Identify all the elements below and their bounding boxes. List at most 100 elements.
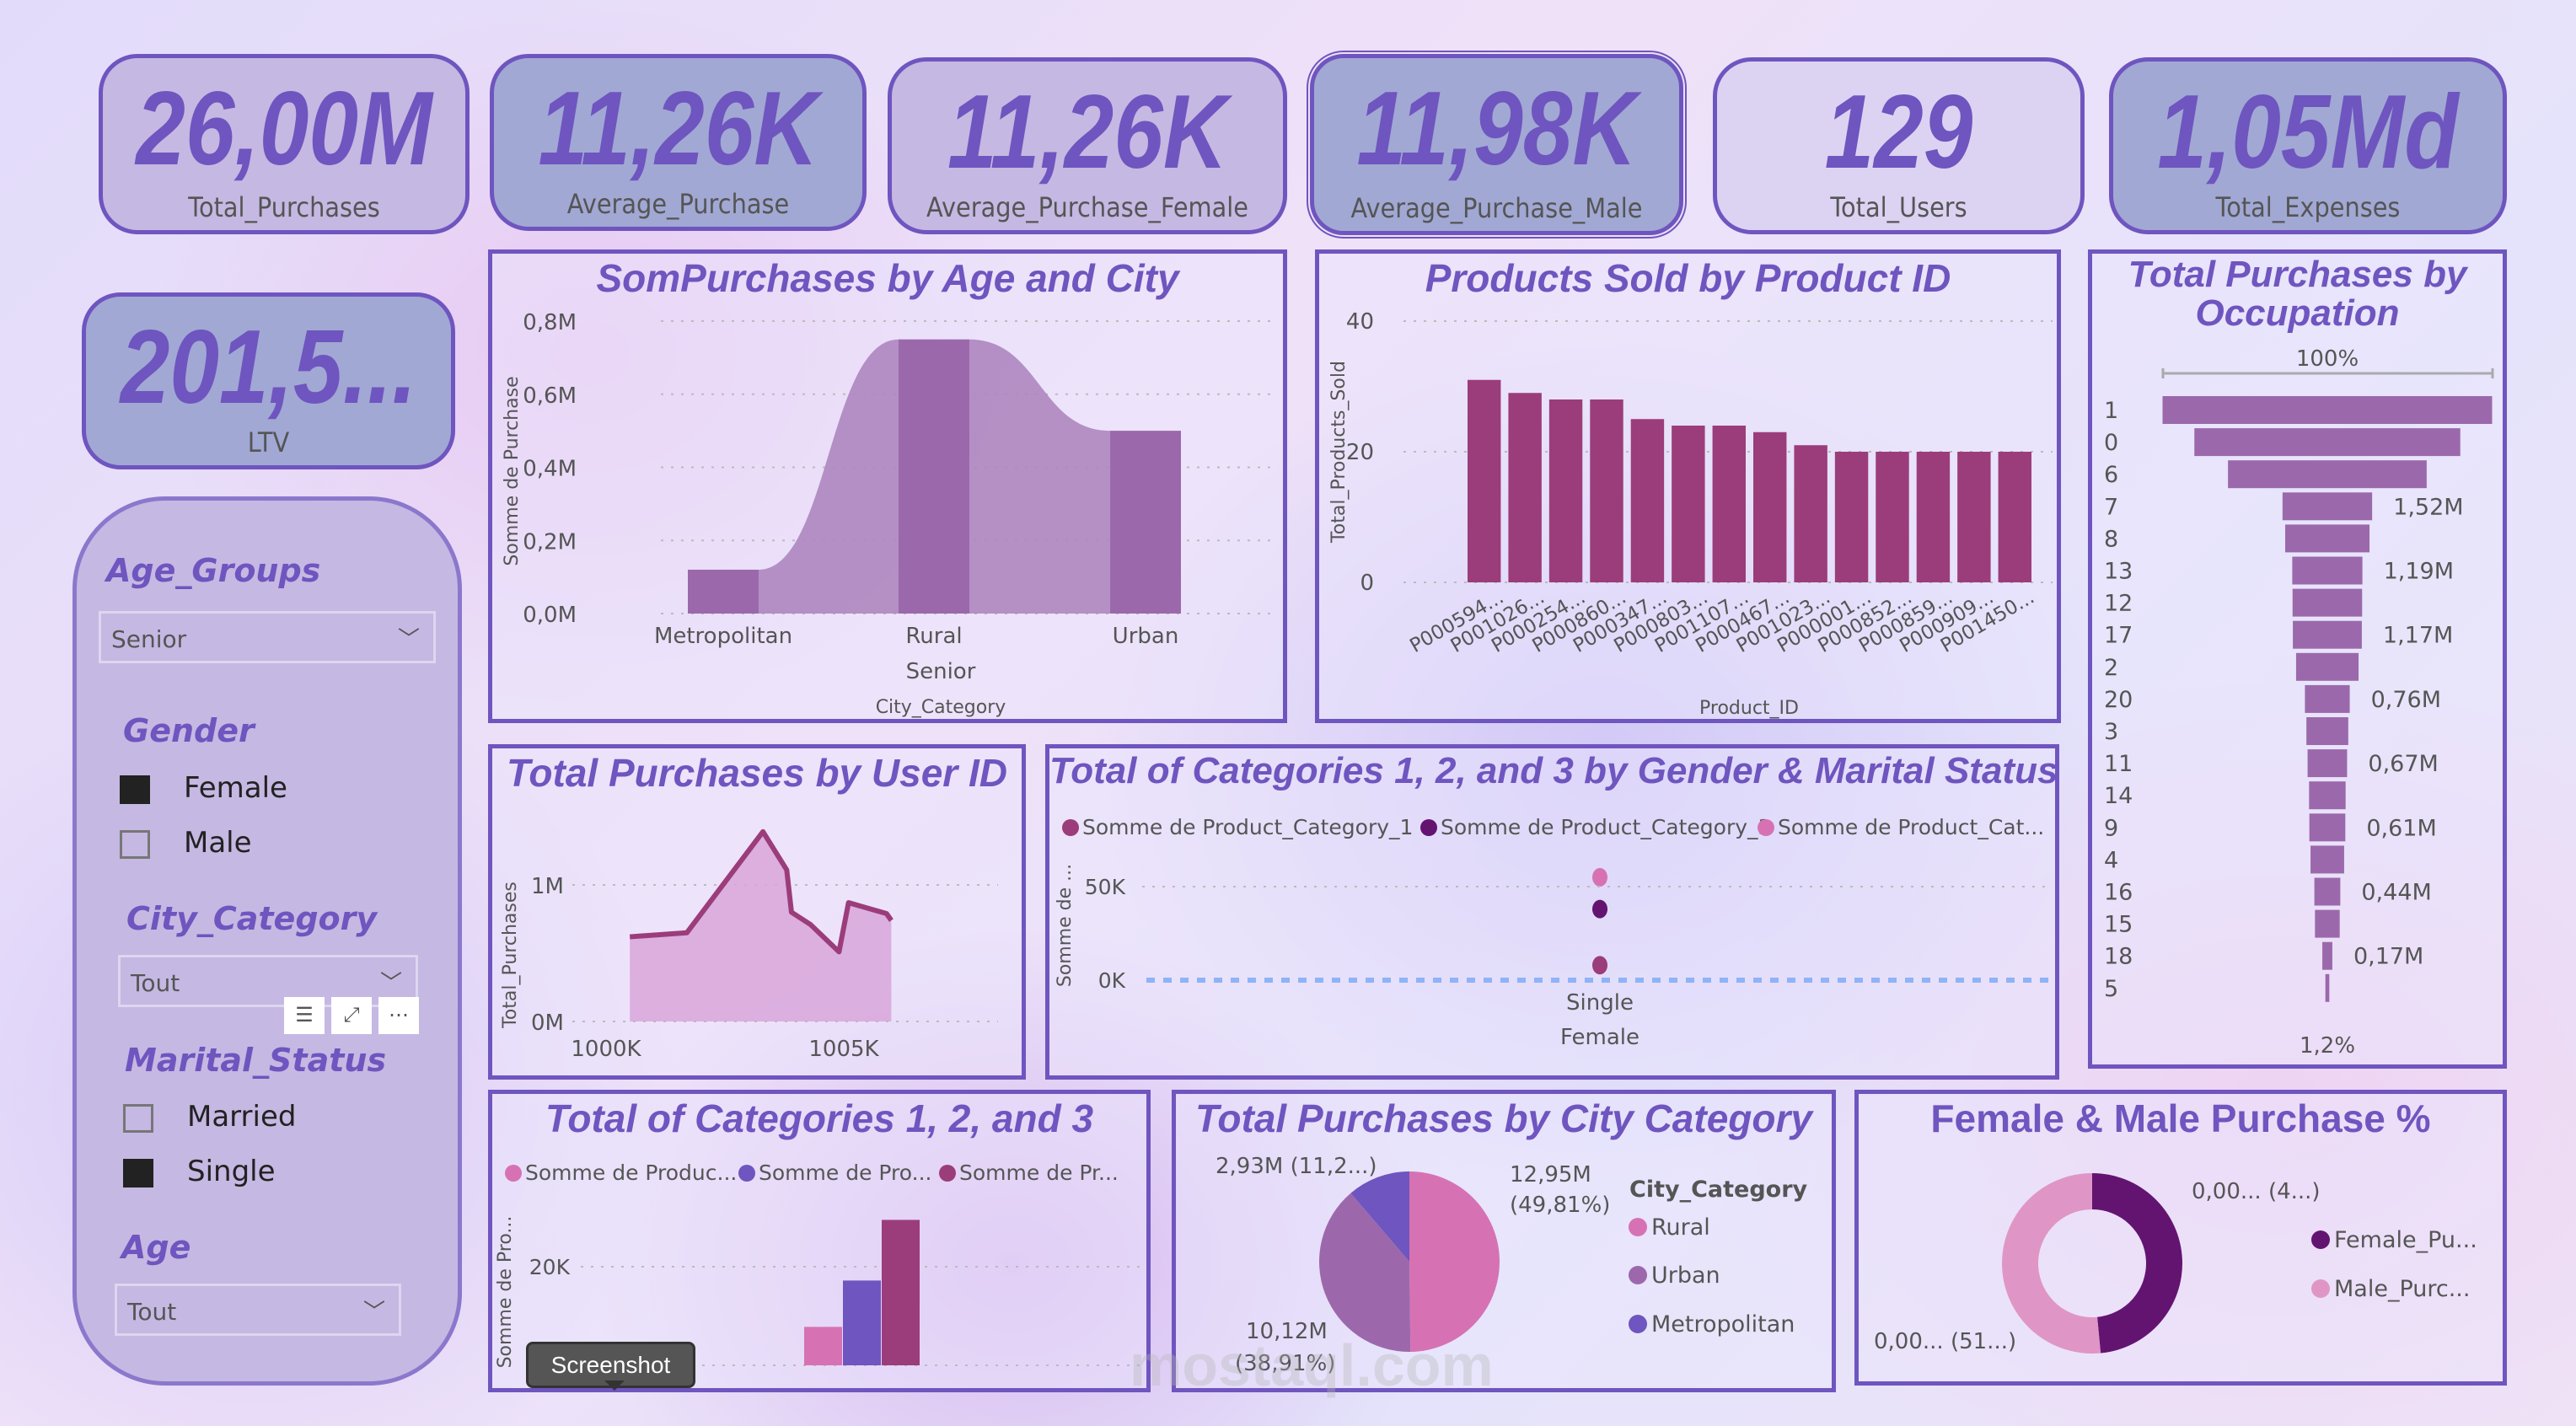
bar	[1508, 393, 1542, 582]
funnel-bar	[2292, 588, 2363, 617]
legend-marker	[2311, 1279, 2330, 1298]
bar	[1712, 426, 1746, 582]
chart-gender-marital[interactable]: Total of Categories 1, 2, and 3 by Gende…	[1045, 744, 2059, 1080]
legend-marker	[1629, 1315, 1647, 1333]
funnel-category-label: 20	[2104, 687, 2133, 713]
funnel-bar	[2162, 396, 2493, 424]
ribbon-connector	[759, 339, 899, 614]
x-tick-label: 1000K	[571, 1037, 641, 1062]
city-category-dropdown[interactable]: Tout ﹀	[118, 955, 418, 1007]
checkbox-female[interactable]: Female	[120, 771, 287, 805]
checkbox-single[interactable]: Single	[123, 1155, 276, 1188]
chart-city-pie[interactable]: Total Purchases by City Category Rural Urb…	[1172, 1090, 1836, 1392]
bar	[1998, 452, 2031, 582]
y-tick-label: 0,4M	[523, 457, 577, 482]
funnel-bottom-label: 1,2%	[2300, 1033, 2355, 1059]
funnel-category-label: 12	[2104, 591, 2133, 617]
funnel-category-label: 3	[2104, 719, 2118, 745]
legend-label: Somme de Product_Category_3	[1441, 815, 1771, 839]
funnel-category-label: 14	[2104, 783, 2133, 809]
y-tick-label: 0,6M	[523, 383, 577, 409]
y-tick-label: 0	[1360, 571, 1374, 596]
legend-label: Somme de Product_Category_1	[1082, 815, 1413, 839]
funnel-bar	[2194, 428, 2461, 457]
bar	[1834, 452, 1869, 582]
kpi-value: 11,26K	[538, 71, 818, 187]
kpi-label: Total_Expenses	[2215, 191, 2401, 223]
funnel-category-label: 18	[2104, 944, 2133, 970]
funnel-bar	[2310, 845, 2344, 874]
slice-value-label: 2,93M (11,2...)	[1216, 1154, 1377, 1179]
pie-slice	[1319, 1193, 1411, 1352]
filter-icon[interactable]: ☰	[284, 997, 325, 1034]
screenshot-tooltip: Screenshot	[526, 1342, 695, 1391]
x-tick-label: Rural	[905, 624, 962, 649]
funnel-category-label: 0	[2104, 430, 2118, 456]
chart-products-sold[interactable]: Products Sold by Product ID 0 20 40 P000594.…	[1315, 249, 2061, 723]
legend-label: Somme de Product_Cat...	[1778, 815, 2044, 839]
funnel-bar	[2315, 909, 2340, 938]
kpi-value: 129	[1824, 74, 1973, 190]
y-tick-label: 20K	[529, 1255, 571, 1279]
chart-user-id[interactable]: Total Purchases by User ID 0M 1000K 1M 1005K…	[488, 744, 1026, 1080]
y-tick-label: 0M	[531, 1011, 564, 1036]
chart-age-city[interactable]: SomPurchases by Age and City 0,0M 0,2M 0,4M…	[488, 249, 1287, 723]
age-groups-dropdown[interactable]: Senior ﹀	[99, 611, 436, 663]
slicer-title-age-groups: Age_Groups	[106, 552, 321, 589]
chart-svg: Female_Pu... Male_Purc... 0,00... (4...) 0,…	[1874, 1173, 2477, 1354]
kpi-value: 26,00M	[136, 71, 432, 187]
x-tick-label: Urban	[1113, 624, 1179, 649]
funnel-bar	[2295, 652, 2359, 681]
chart-title: Total of Categories 1, 2, and 3	[545, 1096, 1094, 1140]
slicer-title-gender: Gender	[123, 712, 255, 749]
funnel-value-label: 0,44M	[2361, 880, 2431, 906]
funnel-category-label: 16	[2104, 880, 2133, 906]
funnel-category-label: 8	[2104, 526, 2118, 552]
chart-svg: 02040P000594...P001026...P000254...P0008…	[1328, 309, 2053, 719]
legend-title: City_Category	[1629, 1177, 1808, 1203]
checkbox-married[interactable]: Married	[123, 1100, 296, 1134]
slice-pct-label: (49,81%)	[1510, 1193, 1610, 1218]
slice-value-label: 10,12M	[1246, 1319, 1328, 1344]
funnel-bar	[2314, 877, 2341, 906]
funnel-category-label: 15	[2104, 912, 2133, 938]
chart-title: SomPurchases by Age and City	[596, 256, 1179, 300]
legend-marker	[738, 1165, 755, 1182]
kpi-total-purchases: 26,00M Total_Purchases	[99, 54, 470, 234]
funnel-bar	[2306, 717, 2348, 745]
kpi-value: 11,98K	[1356, 71, 1637, 187]
more-options-icon[interactable]: ⋯	[378, 997, 419, 1034]
chart-gender-donut[interactable]: Female & Male Purchase % Female_Pu... Male…	[1854, 1090, 2507, 1386]
legend-label: Somme de Pro...	[759, 1161, 931, 1185]
chart-title: Total Purchases by User ID	[507, 751, 1007, 795]
slicer-title-age: Age	[121, 1229, 191, 1266]
kpi-total-expenses: 1,05Md Total_Expenses	[2109, 57, 2507, 234]
bar	[1548, 399, 1583, 582]
funnel-category-label: 7	[2104, 494, 2118, 520]
bar	[843, 1280, 881, 1365]
legend-label: Metropolitan	[1651, 1311, 1795, 1338]
slicer-title-city-category: City_Category	[126, 900, 378, 937]
bar	[1794, 445, 1827, 582]
y-tick-label: 1M	[531, 874, 564, 899]
funnel-bar	[2228, 460, 2427, 489]
age-dropdown[interactable]: Tout ﹀	[115, 1284, 401, 1336]
chart-svg: 0,0M 0,2M 0,4M 0,6M 0,8M Metropolitan Rural Urb…	[502, 310, 1276, 718]
legend-label: Female_Pu...	[2334, 1227, 2477, 1253]
funnel-scale-bracket	[2161, 368, 2494, 378]
x-group-label: Senior	[906, 659, 976, 684]
legend-label: Somme de Pr...	[959, 1161, 1119, 1185]
legend-marker	[1062, 819, 1079, 836]
legend-label: Male_Purc...	[2334, 1276, 2470, 1302]
legend-label: Somme de Produc...	[525, 1161, 737, 1185]
donut-slice	[2001, 1173, 2101, 1354]
funnel-value-label: 0,17M	[2353, 944, 2423, 970]
funnel-value-label: 1,52M	[2393, 494, 2463, 520]
focus-mode-icon[interactable]: ⤢	[331, 997, 372, 1034]
chart-occupation-funnel[interactable]: Total Purchases by Occupation 100% 1 0 6 7 1,5…	[2088, 249, 2507, 1069]
funnel-category-label: 13	[2104, 559, 2133, 585]
checkbox-male[interactable]: Male	[120, 826, 252, 860]
bar	[1957, 452, 1991, 582]
y-tick-label: 0,8M	[523, 310, 577, 335]
checkbox-icon	[120, 829, 150, 859]
